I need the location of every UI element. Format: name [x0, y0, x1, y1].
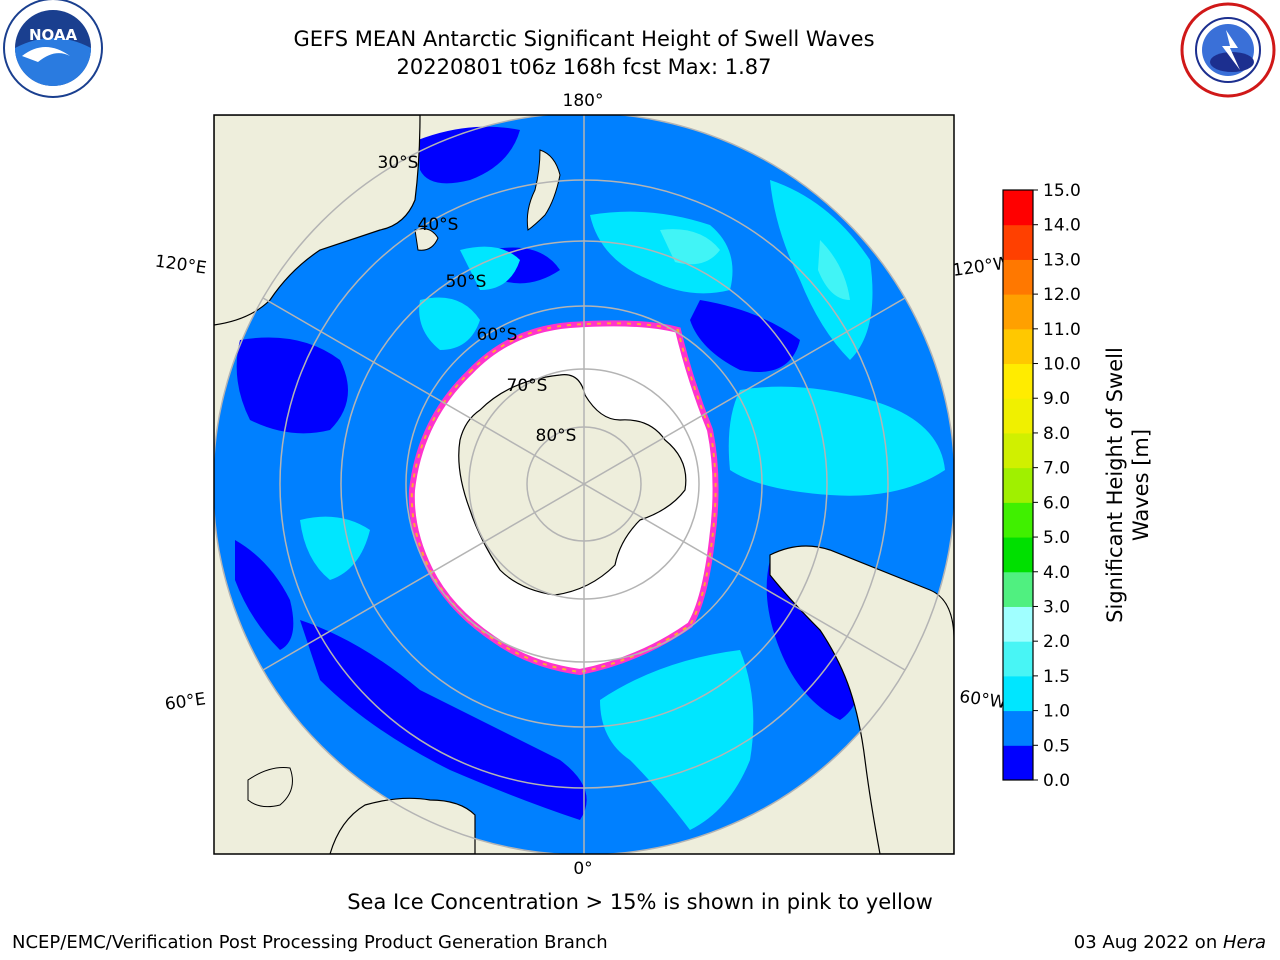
- colorbar-frame: [1002, 189, 1034, 781]
- machine-name: Hera: [1222, 932, 1266, 953]
- colorbar-segment: [1003, 398, 1033, 434]
- colorbar-segment: [1003, 259, 1033, 295]
- meridian-label-0: 0°: [573, 859, 592, 879]
- madagascar: [247, 767, 293, 808]
- colorbar-tick-label: 3.0: [1043, 597, 1070, 617]
- colorbar-segment: [1003, 467, 1033, 503]
- meridian-label-180: 180°: [563, 91, 604, 111]
- colorbar-segment: [1003, 224, 1033, 260]
- colorbar-tick-label: 12.0: [1043, 285, 1081, 305]
- parallel-label-80s: 80°S: [536, 426, 577, 446]
- colorbar-segment: [1003, 571, 1033, 607]
- map-subtitle: 20220801 t06z 168h fcst Max: 1.87: [396, 55, 772, 79]
- colorbar-segment: [1003, 328, 1033, 365]
- sea-ice-footnote: Sea Ice Concentration > 15% is shown in …: [347, 890, 933, 914]
- run-date: 03 Aug 2022 on Hera: [1074, 932, 1266, 953]
- colorbar-segment: [1003, 363, 1033, 399]
- credit-line: NCEP/EMC/Verification Post Processing Pr…: [12, 932, 608, 953]
- map-title: GEFS MEAN Antarctic Significant Height o…: [293, 27, 875, 51]
- colorbar-tick-label: 8.0: [1043, 424, 1070, 444]
- colorbar-label: Significant Height of Swell Waves [m]: [1103, 347, 1153, 623]
- new-zealand: [526, 149, 561, 231]
- colorbar-segment: [1003, 745, 1033, 781]
- colorbar-tick-label: 6.0: [1043, 493, 1070, 513]
- colorbar-tick-label: 4.0: [1043, 563, 1070, 583]
- tasmania: [414, 228, 439, 251]
- colorbar-tick-label: 5.0: [1043, 528, 1070, 548]
- sea-ice-edge: [410, 322, 717, 674]
- africa: [329, 797, 476, 854]
- colorbar-tick-label: 15.0: [1043, 181, 1081, 201]
- noaa-logo: NOAA: [3, 0, 103, 98]
- parallel-label-50s: 50°S: [446, 272, 487, 292]
- meridian-gridlines: [262, 115, 906, 854]
- colorbar-tick-label: 1.0: [1043, 702, 1070, 722]
- meridian-label-120e: 120°E: [154, 252, 208, 279]
- colorbar-tick-label: 9.0: [1043, 389, 1070, 409]
- meridian-label-60w: 60°W: [958, 687, 1007, 713]
- higher-swell-regions: [660, 229, 850, 300]
- meridian-label-60e: 60°E: [164, 689, 207, 714]
- colorbar-segment: [1003, 710, 1033, 746]
- svg-text:NOAA: NOAA: [29, 26, 78, 44]
- parallel-label-30s: 30°S: [378, 153, 419, 173]
- run-date-text: 03 Aug 2022 on: [1073, 932, 1223, 953]
- colorbar-tick-label: 1.5: [1043, 667, 1070, 687]
- colorbar-tick-label: 2.0: [1043, 632, 1070, 652]
- national-weather-service-logo: [1180, 2, 1276, 98]
- colorbar-segment: [1003, 641, 1033, 677]
- colorbar-tick-label: 7.0: [1043, 459, 1070, 479]
- parallel-label-60s: 60°S: [477, 325, 518, 345]
- colorbar: 0.0 0.5 1.0 1.5 2.0 3.0 4.0 5.0 6.0 7.0 8.0 9.0 10.0…: [1002, 181, 1081, 791]
- colorbar-tick-label: 14.0: [1043, 216, 1081, 236]
- colorbar-tick-label: 13.0: [1043, 250, 1081, 270]
- colorbar-segment: [1003, 190, 1033, 226]
- parallel-label-70s: 70°S: [507, 376, 548, 396]
- map-frame: [213, 114, 955, 855]
- colorbar-segment: [1003, 537, 1033, 573]
- colorbar-tick-label: 0.5: [1043, 736, 1070, 756]
- colorbar-segment: [1003, 606, 1033, 642]
- colorbar-segment: [1003, 502, 1033, 538]
- colorbar-segment: [1003, 675, 1033, 712]
- colorbar-tick-label: 11.0: [1043, 320, 1081, 340]
- colorbar-segment: [1003, 294, 1033, 330]
- colorbar-tick-label: 0.0: [1043, 771, 1070, 791]
- colorbar-tick-label: 10.0: [1043, 355, 1081, 375]
- australia: [214, 115, 421, 326]
- south-america: [769, 545, 954, 854]
- parallel-label-40s: 40°S: [418, 215, 459, 235]
- colorbar-segment: [1003, 432, 1033, 469]
